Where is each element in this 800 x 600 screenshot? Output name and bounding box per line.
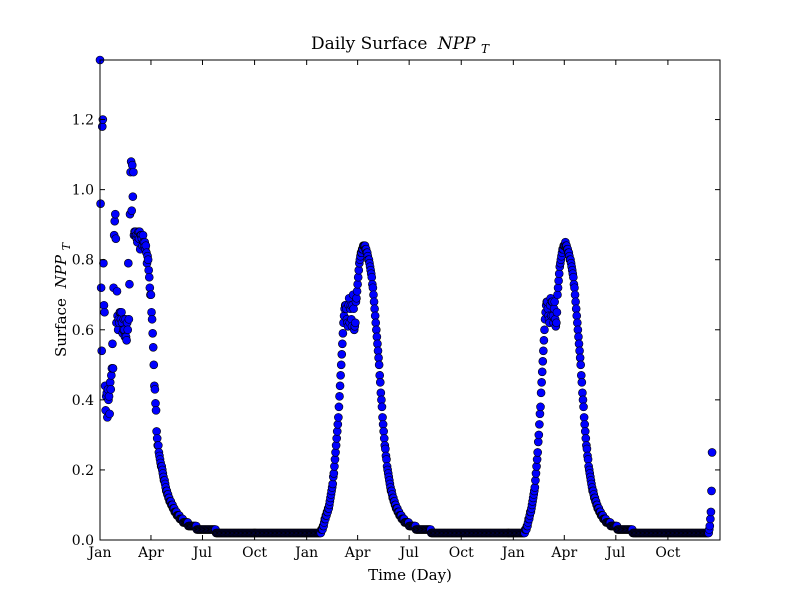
data-point	[536, 402, 545, 412]
data-point	[536, 388, 546, 398]
y-tick-label: 0.0	[72, 533, 94, 549]
data-point	[534, 430, 544, 440]
data-point	[338, 328, 348, 338]
data-point	[144, 272, 154, 282]
svg-text:Surface NPP T: Surface NPP T	[52, 241, 73, 357]
x-ticks: Jan Apr Jul Oct Jan Apr Jul Oct Jan Apr Jul Oct	[87, 60, 681, 561]
data-point	[335, 381, 345, 391]
x-tick-label: Jan	[293, 545, 318, 561]
data-point	[351, 318, 360, 328]
data-point	[375, 378, 385, 387]
data-point	[96, 283, 106, 293]
data-point	[100, 307, 109, 317]
data-point	[129, 167, 138, 177]
title-math: NPP	[437, 34, 476, 54]
data-point	[127, 206, 137, 215]
data-point	[579, 402, 588, 412]
data-point	[374, 360, 384, 370]
data-point	[539, 335, 549, 345]
data-point	[535, 420, 544, 429]
data-point	[128, 192, 138, 201]
data-point	[149, 360, 159, 370]
data-point	[334, 413, 343, 422]
y-tick-label: 0.8	[72, 253, 94, 269]
y-axis-label-math: NPP	[52, 254, 70, 289]
data-point	[151, 406, 161, 415]
data-point	[124, 314, 134, 324]
data-point	[537, 378, 546, 387]
data-point	[533, 448, 542, 457]
data-point	[377, 402, 387, 412]
markers-layer	[95, 55, 717, 538]
data-point	[105, 409, 114, 419]
data-point	[706, 507, 716, 517]
y-axis-label: Surface NPP T	[52, 241, 73, 357]
data-point	[110, 209, 120, 219]
data-point	[123, 325, 133, 335]
y-tick-label: 0.6	[72, 323, 94, 339]
data-point	[125, 279, 134, 289]
data-point	[147, 314, 157, 324]
data-point	[150, 385, 160, 394]
x-tick-label: Oct	[449, 545, 474, 561]
data-point	[97, 346, 106, 356]
data-point	[111, 234, 121, 243]
y-tick-label: 0.2	[72, 463, 94, 479]
data-point	[537, 367, 547, 377]
data-point	[338, 339, 347, 349]
x-axis-label: Time (Day)	[368, 566, 452, 584]
data-point	[335, 392, 344, 401]
x-tick-label: Jul	[398, 545, 420, 561]
data-point	[143, 255, 153, 265]
data-point	[539, 346, 548, 356]
data-point	[106, 385, 116, 394]
data-point	[337, 350, 347, 359]
x-tick-label: Oct	[655, 545, 680, 561]
data-point	[334, 402, 344, 412]
data-point	[148, 342, 158, 352]
data-point	[96, 199, 105, 208]
svg-text:Daily Surface NPP: Daily Surface NPP T	[311, 34, 490, 56]
data-point	[122, 335, 131, 345]
x-tick-label: Jan	[87, 545, 112, 561]
data-point	[104, 392, 114, 401]
data-point	[707, 448, 717, 457]
plot-frame	[99, 59, 721, 541]
y-tick-label: 1.2	[72, 113, 94, 129]
title-subscript: T	[481, 42, 490, 56]
data-point	[552, 318, 561, 328]
y-tick-label: 1.0	[72, 183, 94, 199]
data-point	[127, 160, 137, 170]
data-point	[552, 307, 562, 317]
data-point	[576, 360, 586, 370]
x-tick-label: Apr	[344, 545, 371, 561]
data-point	[148, 328, 157, 338]
data-point	[540, 325, 549, 335]
chart-title: Daily Surface NPP T	[311, 34, 490, 56]
data-point	[336, 371, 345, 380]
data-point	[124, 258, 133, 268]
data-point	[99, 258, 108, 268]
y-ticks: 0.0 0.2 0.4 0.6 0.8 1.0 1.2	[72, 113, 720, 549]
data-point	[108, 339, 117, 349]
x-tick-label: Jul	[191, 545, 213, 561]
y-axis-label-text: Surface	[52, 298, 70, 357]
data-point	[108, 364, 118, 373]
data-point	[146, 290, 156, 300]
title-text: Daily Surface	[311, 34, 427, 54]
data-point	[577, 378, 587, 387]
x-tick-label: Oct	[242, 545, 267, 561]
x-tick-label: Apr	[137, 545, 164, 561]
y-axis-label-subscript: T	[60, 241, 73, 250]
x-tick-label: Apr	[550, 545, 577, 561]
data-point	[707, 486, 716, 496]
data-point	[112, 286, 122, 296]
data-point	[336, 360, 346, 370]
data-point	[538, 357, 548, 366]
x-tick-label: Jul	[604, 545, 626, 561]
y-tick-label: 0.4	[72, 393, 94, 409]
x-tick-label: Jan	[500, 545, 525, 561]
